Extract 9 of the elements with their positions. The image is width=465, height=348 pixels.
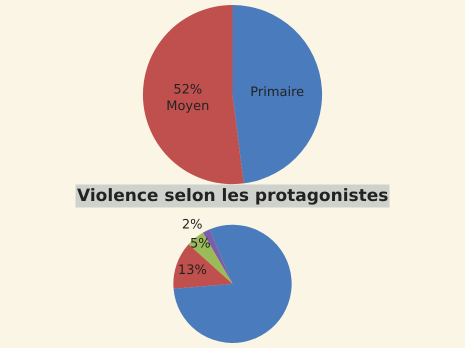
pie-slice xyxy=(232,5,322,184)
data-label: 2% xyxy=(182,217,202,232)
chart-title: Violence selon les protagonistes xyxy=(77,186,388,206)
data-label: 5% xyxy=(190,236,211,252)
slice-label: Moyen xyxy=(166,99,210,114)
slice-label: Primaire xyxy=(250,85,304,100)
data-label: 13% xyxy=(178,262,207,278)
pie-slice xyxy=(143,5,244,184)
data-label: 52% xyxy=(173,82,202,98)
